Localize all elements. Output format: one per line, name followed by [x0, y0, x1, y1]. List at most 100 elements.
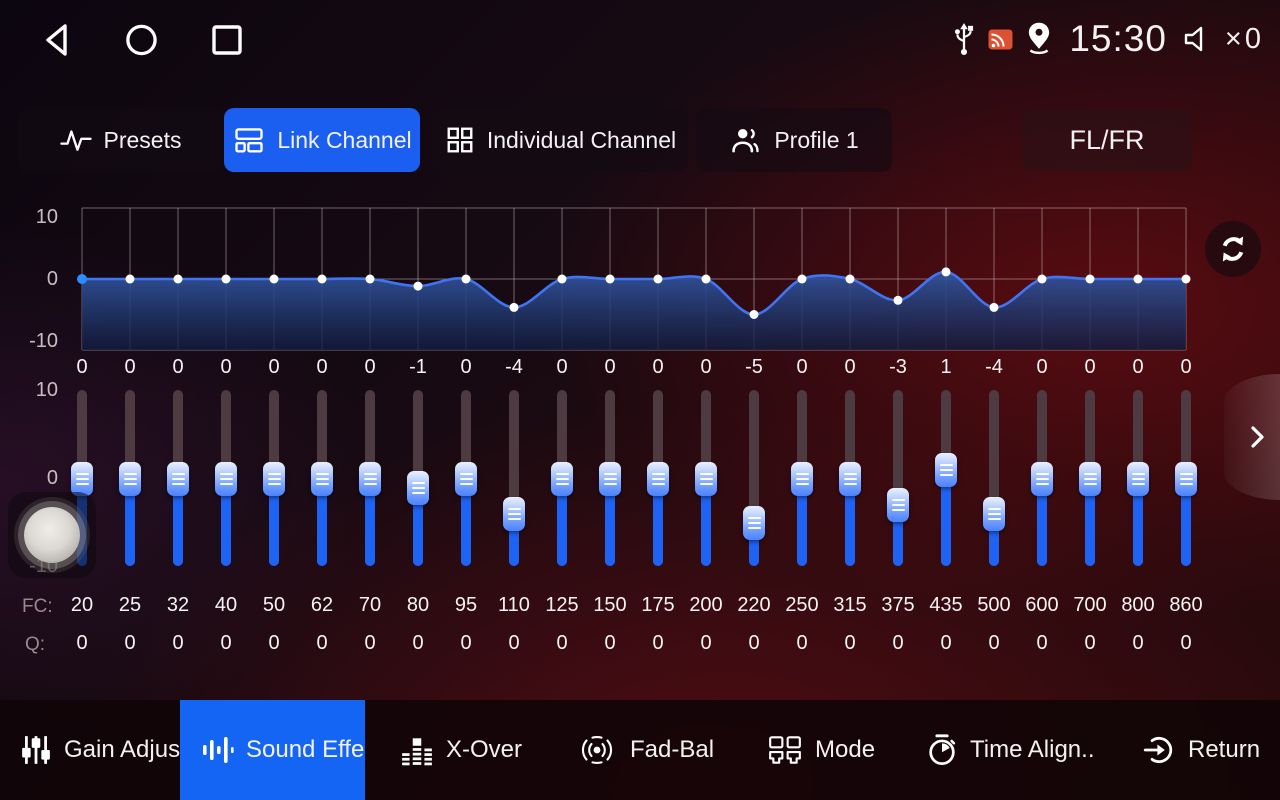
nav-item-mode[interactable]: Mode — [763, 700, 883, 800]
slider-thumb[interactable] — [887, 488, 909, 523]
eq-band-slider[interactable] — [1066, 380, 1114, 580]
slider-thumb[interactable] — [647, 462, 669, 496]
slider-thumb[interactable] — [599, 462, 621, 496]
eq-point[interactable] — [653, 274, 663, 284]
eq-point[interactable] — [941, 267, 951, 277]
eq-point[interactable] — [989, 302, 999, 312]
slider-thumb[interactable] — [407, 470, 429, 505]
eq-point[interactable] — [269, 274, 279, 284]
slider-thumb[interactable] — [695, 462, 717, 496]
slider-thumb[interactable] — [455, 462, 477, 496]
chevron-right-icon — [1251, 426, 1264, 448]
eq-point[interactable] — [557, 274, 567, 284]
slider-thumb[interactable] — [503, 497, 525, 532]
eq-point[interactable] — [221, 274, 231, 284]
slider-thumb[interactable] — [311, 462, 333, 496]
slider-thumb[interactable] — [71, 462, 93, 496]
eq-point[interactable] — [509, 302, 519, 312]
eq-band-slider[interactable] — [778, 380, 826, 580]
eq-point[interactable] — [749, 310, 759, 319]
fc-value: 150 — [593, 594, 627, 616]
eq-point[interactable] — [845, 274, 855, 284]
eq-point[interactable] — [461, 274, 471, 284]
eq-point[interactable] — [893, 295, 903, 305]
eq-band-slider[interactable] — [634, 380, 682, 580]
slider-track-fill — [173, 479, 183, 566]
eq-point[interactable] — [125, 274, 135, 284]
eq-band-slider[interactable] — [826, 380, 874, 580]
eq-point[interactable] — [1085, 274, 1095, 284]
slider-thumb[interactable] — [1175, 462, 1197, 496]
q-value: 0 — [988, 632, 1000, 654]
tab-presets[interactable]: Presets — [18, 108, 222, 172]
eq-band-slider[interactable] — [538, 380, 586, 580]
eq-band-slider[interactable] — [394, 380, 442, 580]
slider-thumb[interactable] — [359, 462, 381, 496]
eq-point[interactable] — [605, 274, 615, 284]
eq-point[interactable] — [1181, 274, 1191, 284]
nav-item-fad-bal[interactable]: Fad-Bal — [572, 700, 717, 800]
eq-band-slider[interactable] — [154, 380, 202, 580]
eq-band-slider[interactable] — [970, 380, 1018, 580]
nav-item-time-align[interactable]: Time Align.. — [922, 700, 1117, 800]
nav-item-gain-adjust[interactable]: Gain Adjus.. — [16, 700, 193, 800]
eq-point[interactable] — [173, 274, 183, 284]
eq-band-slider[interactable] — [106, 380, 154, 580]
slider-track — [893, 390, 903, 566]
slider-thumb[interactable] — [935, 453, 957, 488]
slider-thumb[interactable] — [1127, 462, 1149, 496]
volume-level: ×0 — [1224, 22, 1264, 55]
eq-band-slider[interactable] — [922, 380, 970, 580]
slider-axis-max: 10 — [35, 379, 58, 401]
slider-thumb[interactable] — [1079, 462, 1101, 496]
tab-individual-channel[interactable]: Individual Channel — [432, 108, 688, 172]
channel-select-button[interactable]: FL/FR — [1022, 109, 1192, 171]
slider-thumb[interactable] — [983, 497, 1005, 532]
tab-profile[interactable]: Profile 1 — [696, 108, 892, 172]
eq-point[interactable] — [77, 274, 87, 284]
eq-band-slider[interactable] — [1162, 380, 1210, 580]
slider-thumb[interactable] — [119, 462, 141, 496]
fc-value: 200 — [689, 594, 723, 616]
eq-point[interactable] — [797, 274, 807, 284]
slider-thumb[interactable] — [791, 462, 813, 496]
volume-knob-overlay[interactable] — [8, 492, 96, 578]
eq-curve-chart[interactable] — [0, 190, 1280, 370]
slider-thumb[interactable] — [263, 462, 285, 496]
nav-item-return[interactable]: Return — [1138, 700, 1260, 800]
slider-thumb[interactable] — [743, 506, 765, 540]
reset-button[interactable] — [1205, 221, 1261, 277]
eq-band-slider[interactable] — [586, 380, 634, 580]
next-page-button[interactable] — [1224, 374, 1280, 500]
graph-axis-zero: 0 — [46, 268, 58, 290]
eq-band-slider[interactable] — [250, 380, 298, 580]
nav-item-sound-effect[interactable]: Sound Effec — [180, 700, 365, 800]
eq-band-slider[interactable] — [202, 380, 250, 580]
fc-value: 110 — [498, 594, 530, 616]
home-button[interactable] — [125, 22, 158, 58]
slider-thumb[interactable] — [839, 462, 861, 496]
slider-thumb[interactable] — [551, 462, 573, 496]
eq-band-slider[interactable] — [490, 380, 538, 580]
eq-band-slider[interactable] — [730, 380, 778, 580]
recents-button[interactable] — [210, 22, 243, 58]
eq-band-slider[interactable] — [682, 380, 730, 580]
eq-point[interactable] — [365, 274, 375, 284]
eq-point[interactable] — [317, 274, 327, 284]
tab-link-channel[interactable]: Link Channel — [224, 108, 420, 172]
eq-point[interactable] — [1037, 274, 1047, 284]
nav-item-x-over[interactable]: X-Over — [396, 700, 526, 800]
back-button[interactable] — [40, 22, 73, 58]
slider-thumb[interactable] — [215, 462, 237, 496]
eq-band-slider[interactable] — [1018, 380, 1066, 580]
eq-point[interactable] — [413, 281, 423, 291]
eq-band-slider[interactable] — [346, 380, 394, 580]
slider-thumb[interactable] — [1031, 462, 1053, 496]
slider-thumb[interactable] — [167, 462, 189, 496]
eq-band-slider[interactable] — [442, 380, 490, 580]
eq-band-slider[interactable] — [1114, 380, 1162, 580]
eq-band-slider[interactable] — [874, 380, 922, 580]
eq-band-slider[interactable] — [298, 380, 346, 580]
eq-point[interactable] — [701, 274, 711, 284]
eq-point[interactable] — [1133, 274, 1143, 284]
